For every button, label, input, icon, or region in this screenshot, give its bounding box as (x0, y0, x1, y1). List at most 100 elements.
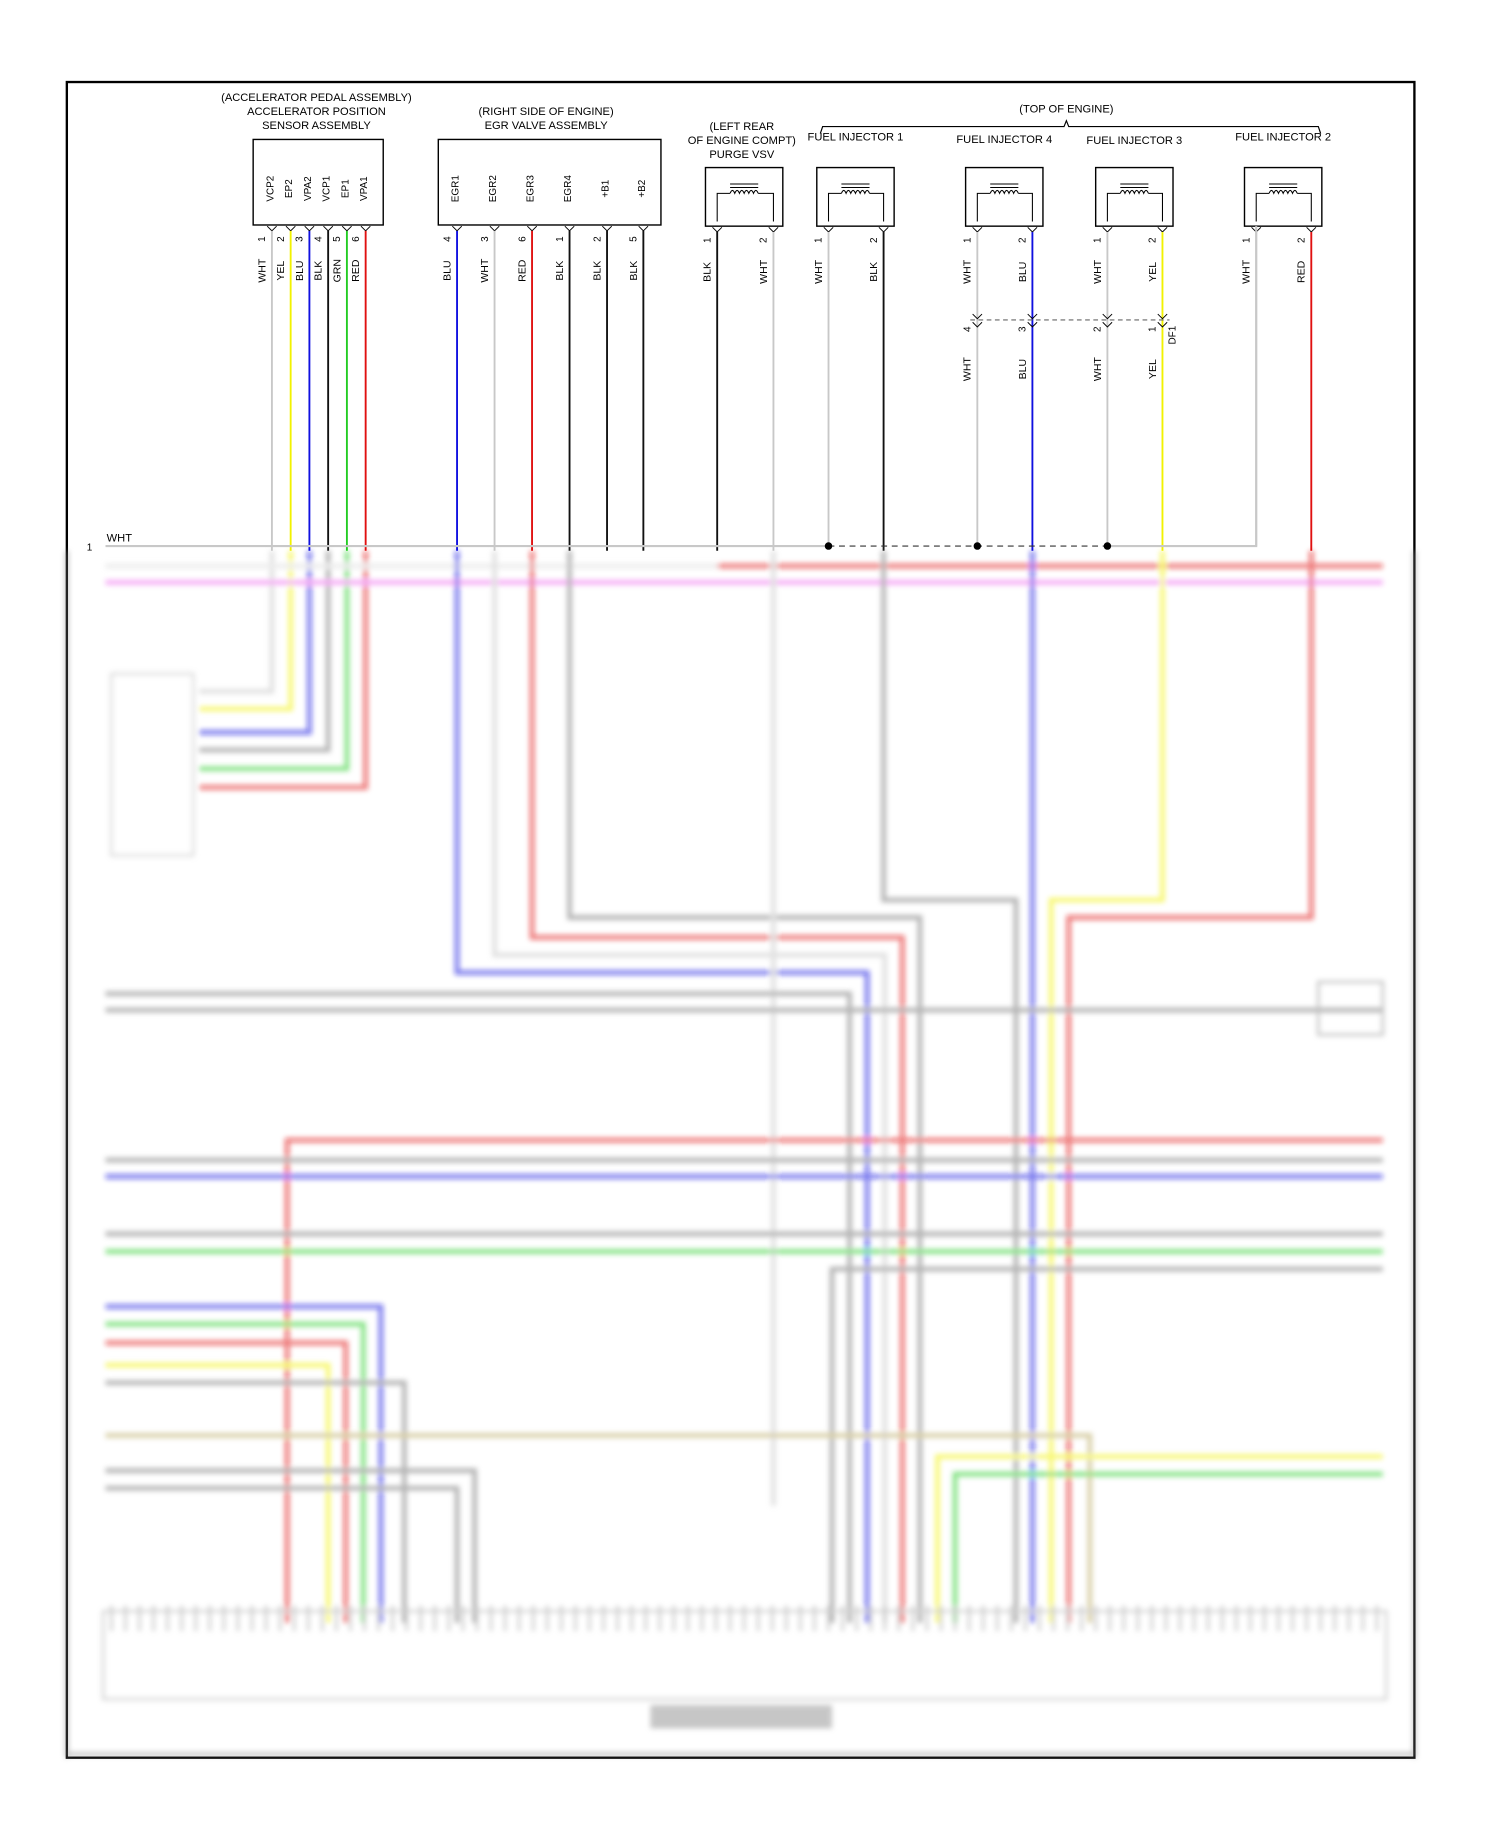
connector-terminal (304, 225, 315, 232)
component-box (252, 138, 384, 226)
pin-name: EGR3 (525, 175, 536, 203)
pin-name: +B2 (637, 179, 648, 197)
blurred-wire (199, 550, 331, 753)
blurred-wire (454, 550, 870, 1623)
wht-bus (1107, 226, 1258, 548)
blurred-wire (935, 1454, 1383, 1623)
connector-terminal (564, 225, 575, 232)
wire-color-label: WHT (479, 258, 491, 283)
wire-color-label: RED (516, 259, 528, 282)
df1-terminal (1157, 313, 1168, 328)
splice-dot (1103, 542, 1112, 550)
component-title: OF ENGINE COMPT) (688, 135, 796, 147)
wire-color-label: WHT (1241, 259, 1253, 284)
connector-terminal (1306, 226, 1317, 233)
connector-terminal (360, 225, 371, 232)
wire-color-label: BLK (313, 261, 325, 281)
connector-terminal (527, 225, 538, 232)
wire-color-label: BLU (441, 260, 453, 281)
blurred-wire (199, 550, 312, 735)
pin-number: 5 (332, 236, 343, 242)
pin-number: 4 (313, 236, 324, 242)
connector-terminal (602, 225, 613, 232)
component-title: ACCELERATOR POSITION (247, 106, 386, 118)
df1-terminal (972, 313, 983, 328)
coil-symbol (716, 183, 774, 222)
wire-color-label: RED (1296, 260, 1308, 283)
pin-name: VCP2 (265, 175, 276, 201)
pin-name: VPA2 (303, 176, 314, 201)
component-title: SENSOR ASSEMBLY (262, 120, 371, 132)
wire-color-label: BLU (1017, 262, 1029, 282)
wire-color-label: BLK (554, 261, 566, 281)
blurred-connector-box (110, 672, 195, 857)
connector-terminal (878, 226, 889, 233)
component-inj1: FUEL INJECTOR 1 1 WHT 2 BLK (808, 132, 903, 551)
df1-wire-color-label: WHT (1092, 357, 1104, 382)
component-box (437, 138, 662, 226)
connector-terminal (489, 225, 500, 232)
df1-label: DF1 (1168, 325, 1179, 344)
blurred-wire (105, 1362, 331, 1623)
blurred-wire (199, 550, 275, 694)
blurred-wire (529, 550, 905, 1623)
pin-number: 2 (869, 237, 880, 243)
wire-color-label: WHT (962, 259, 974, 284)
blurred-wire (105, 1321, 366, 1623)
df1-pin-number: 3 (1018, 326, 1029, 332)
splice-dot (973, 542, 982, 550)
wire-color-label: BLK (702, 262, 714, 282)
pin-number: 1 (555, 236, 566, 242)
pin-number: 2 (592, 236, 603, 242)
pin-number: 4 (442, 236, 453, 242)
component-title: PURGE VSV (709, 149, 774, 161)
coil-symbol (827, 183, 885, 222)
blurred-wire (199, 550, 350, 772)
blurred-wire (881, 550, 1019, 1623)
connector-terminal (452, 225, 463, 232)
connector-terminal (1102, 226, 1113, 233)
connector-terminal (1027, 226, 1038, 233)
coil-symbol (1106, 183, 1163, 222)
pin-name: VPA1 (359, 176, 370, 201)
pin-number: 6 (517, 236, 528, 242)
component-inj4: FUEL INJECTOR 4 1 WHT 4 WHT 2 BLU 3 BLU (956, 134, 1052, 551)
pin-name: EP1 (340, 179, 351, 198)
wire-color-label: WHT (1092, 259, 1104, 284)
connector-terminal (768, 226, 779, 233)
blurred-wire (199, 550, 368, 790)
pin-name: EP2 (284, 179, 295, 198)
connector-terminal (823, 226, 834, 233)
clear-section: (ACCELERATOR PEDAL ASSEMBLY) ACCELERATOR … (87, 92, 1331, 554)
blurred-section (65, 550, 1417, 1758)
bus-wire-label: WHT (107, 532, 133, 544)
splice-dot (824, 542, 833, 550)
pin-number: 2 (1018, 237, 1029, 243)
wire-color-label: GRN (331, 259, 343, 282)
component-egr: (RIGHT SIDE OF ENGINE) EGR VALVE ASSEMBLY… (437, 106, 662, 551)
wire-color-label: BLU (294, 260, 306, 281)
df1-pin-number: 4 (963, 326, 974, 332)
df1-wire-color-label: BLU (1017, 359, 1029, 379)
df1-terminal (1027, 313, 1038, 328)
component-inj3: FUEL INJECTOR 3 1 WHT 2 WHT 2 YEL 1 YEL (1086, 135, 1182, 551)
blurred-wire (105, 1485, 460, 1623)
pin-number: 5 (629, 236, 640, 242)
top-of-engine-label: (TOP OF ENGINE) (1019, 103, 1113, 115)
connector-terminal (323, 225, 334, 232)
blurred-wire (284, 1137, 1383, 1623)
wire-color-label: RED (350, 259, 362, 282)
connector-terminal (972, 226, 983, 233)
coil-symbol (1255, 183, 1312, 222)
component-title: FUEL INJECTOR 3 (1086, 135, 1182, 147)
connector-terminal (266, 225, 277, 232)
df1-wire-color-label: YEL (1147, 359, 1159, 379)
component-box (816, 166, 895, 227)
pin-number: 2 (276, 236, 287, 242)
component-box (704, 166, 784, 227)
blurred-wire (1066, 550, 1314, 1623)
component-purge: (LEFT REAR OF ENGINE COMPT) PURGE VSV 1 BLK 2… (688, 121, 796, 551)
component-inj2: FUEL INJECTOR 2 1 WHT 2 RED (1235, 132, 1331, 551)
